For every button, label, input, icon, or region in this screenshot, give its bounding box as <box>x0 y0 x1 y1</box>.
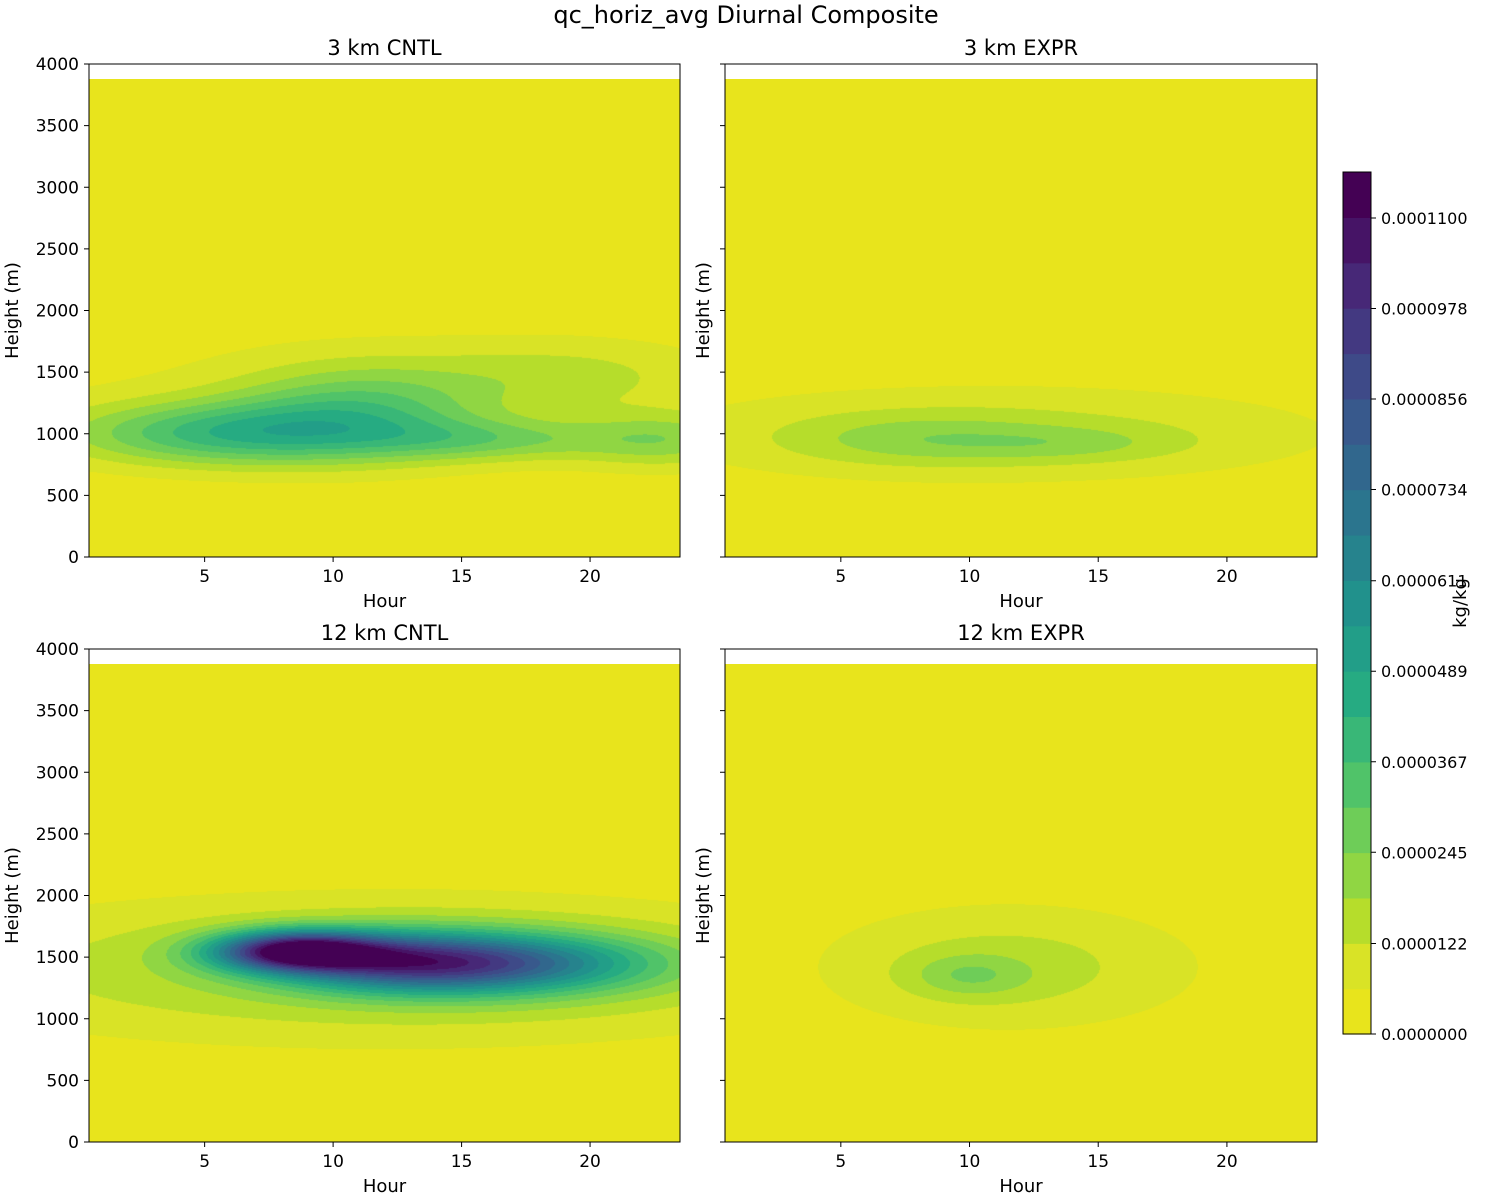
x-tick-label: 10 <box>959 1152 981 1172</box>
y-tick-label: 2500 <box>36 825 79 845</box>
colorbar-tick-label: 0.0000611 <box>1381 572 1468 591</box>
x-axis-label: Hour <box>999 591 1043 612</box>
x-axis-label: Hour <box>363 591 407 612</box>
y-tick-label: 3000 <box>36 178 79 198</box>
x-axis-label: Hour <box>363 1176 407 1197</box>
colorbar-segment <box>1343 671 1371 718</box>
colorbar-segment <box>1343 262 1371 309</box>
x-tick-label: 15 <box>1087 567 1109 587</box>
x-tick-label: 20 <box>1216 1152 1238 1172</box>
y-axis-label: Height (m) <box>693 847 714 944</box>
colorbar-tick-label: 0.0000978 <box>1381 299 1468 318</box>
colorbar-segment <box>1343 807 1371 854</box>
y-tick-label: 2500 <box>36 240 79 260</box>
y-tick-label: 2000 <box>36 302 79 322</box>
heatmap-field <box>89 664 680 1142</box>
colorbar-segment <box>1343 761 1371 808</box>
y-tick-label: 4000 <box>36 55 79 75</box>
y-tick-label: 500 <box>47 486 79 506</box>
colorbar-segment <box>1343 716 1371 763</box>
panel-1: 3 km CNTL 5 10 15 20 0 500 1000 1500 2000 2500 3000… <box>2 36 681 612</box>
colorbar-segment <box>1343 308 1371 355</box>
y-tick-label: 3500 <box>36 702 79 722</box>
colorbar-frame <box>1342 171 1372 1035</box>
y-tick-label: 1000 <box>36 1010 79 1030</box>
colorbar-segment <box>1343 852 1371 899</box>
y-axis-label: Height (m) <box>693 262 714 359</box>
colorbar-label: kg/kg <box>1450 578 1471 628</box>
panel-title: 3 km EXPR <box>964 36 1078 60</box>
panel-title: 3 km CNTL <box>327 36 442 60</box>
y-tick-label: 500 <box>47 1071 79 1091</box>
colorbar-segment <box>1343 353 1371 400</box>
y-tick-label: 2000 <box>36 887 79 907</box>
colorbar-segment <box>1343 398 1371 445</box>
x-tick-label: 5 <box>835 567 846 587</box>
panel-title: 12 km CNTL <box>321 621 449 645</box>
colorbar-segment <box>1343 489 1371 536</box>
colorbar-tick-label: 0.0000367 <box>1381 753 1468 772</box>
colorbar-segment <box>1343 172 1371 218</box>
x-tick-label: 20 <box>579 1152 601 1172</box>
y-tick-label: 3000 <box>36 763 79 783</box>
colorbar-segment <box>1343 534 1371 581</box>
x-tick-label: 10 <box>322 1152 344 1172</box>
x-tick-label: 5 <box>199 567 210 587</box>
colorbar-segment <box>1343 625 1371 672</box>
y-tick-label: 1500 <box>36 948 79 968</box>
y-tick-label: 0 <box>68 1133 79 1153</box>
y-tick-label: 1500 <box>36 363 79 383</box>
colorbar-tick-label: 0.0000734 <box>1381 481 1468 500</box>
x-tick-label: 10 <box>322 567 344 587</box>
panel-2: 3 km EXPR 5 10 15 20 Hour Height (m) <box>693 36 1318 612</box>
panels: 3 km CNTL 5 10 15 20 0 500 1000 1500 2000 2500 3000… <box>2 36 1318 1197</box>
x-tick-label: 5 <box>835 1152 846 1172</box>
colorbar-tick-label: 0.0001100 <box>1381 209 1468 228</box>
colorbar-tick-label: 0.0000856 <box>1381 390 1468 409</box>
y-tick-label: 0 <box>68 548 79 568</box>
panel-title: 12 km EXPR <box>957 621 1085 645</box>
y-tick-label: 4000 <box>36 640 79 660</box>
heatmap-field <box>89 79 680 557</box>
x-tick-label: 5 <box>199 1152 210 1172</box>
colorbar-segment <box>1343 897 1371 944</box>
heatmap-field <box>725 664 1317 1142</box>
colorbar-segment <box>1343 988 1371 1035</box>
x-tick-label: 20 <box>579 567 601 587</box>
colorbar-tick-label: 0.0000489 <box>1381 662 1468 681</box>
x-tick-label: 15 <box>451 1152 473 1172</box>
figure-title: qc_horiz_avg Diurnal Composite <box>553 1 938 29</box>
panel-4: 12 km EXPR 5 10 15 20 Hour Height (m) <box>693 621 1318 1197</box>
x-tick-label: 20 <box>1216 567 1238 587</box>
colorbar-segment <box>1343 217 1371 264</box>
x-axis-label: Hour <box>999 1176 1043 1197</box>
panel-3: 12 km CNTL 5 10 15 20 0 500 1000 1500 2000 2500 300… <box>2 621 681 1197</box>
x-tick-label: 10 <box>959 567 981 587</box>
y-axis-label: Height (m) <box>2 847 23 944</box>
y-axis-label: Height (m) <box>2 262 23 359</box>
x-tick-label: 15 <box>451 567 473 587</box>
colorbar-segment <box>1343 943 1371 990</box>
y-tick-label: 1000 <box>36 425 79 445</box>
x-tick-label: 15 <box>1087 1152 1109 1172</box>
colorbar-tick-label: 0.0000000 <box>1381 1025 1468 1044</box>
colorbar-tick-label: 0.0000122 <box>1381 934 1468 953</box>
y-tick-label: 3500 <box>36 117 79 137</box>
colorbar-tick-label: 0.0000245 <box>1381 843 1468 862</box>
colorbar-segment <box>1343 444 1371 491</box>
colorbar-segment <box>1343 580 1371 627</box>
heatmap-field <box>725 79 1317 557</box>
colorbar: 0.0000000 0.0000122 0.0000245 0.0000367 0.00… <box>1342 171 1471 1044</box>
